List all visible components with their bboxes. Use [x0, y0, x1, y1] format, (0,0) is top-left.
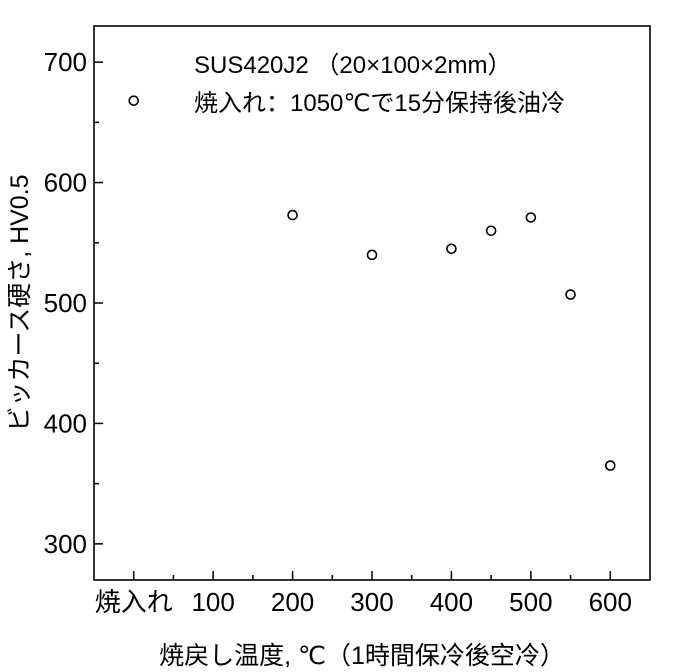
x-tick-label: 500 — [509, 587, 552, 617]
axis-ticks — [94, 61, 612, 580]
y-tick-label: 700 — [44, 47, 87, 77]
data-points — [128, 95, 616, 471]
data-point — [128, 95, 140, 106]
annotation-line-2: 焼入れ：1050℃で15分保持後油冷 — [194, 90, 565, 117]
y-tick-label: 500 — [44, 288, 87, 318]
tick-labels: 焼入れ 100 200 300 400 500 600 300 400 500 600 700 — [44, 47, 632, 617]
data-point — [604, 460, 616, 471]
x-tick-label: 300 — [350, 587, 393, 617]
x-tick-label: 200 — [271, 587, 314, 617]
data-point — [287, 209, 298, 221]
data-point — [446, 243, 457, 255]
data-point — [525, 212, 537, 223]
x-axis-title: 焼戻し温度, ℃（1時間保冷後空冷） — [159, 642, 565, 670]
data-point — [485, 225, 497, 237]
y-axis-title: ビッカース硬さ, HV0.5 — [6, 174, 34, 431]
x-tick-label: 焼入れ — [95, 587, 173, 617]
data-point — [366, 249, 378, 261]
annotation-line-1: SUS420J2 （20×100×2mm） — [194, 52, 512, 79]
x-tick-label: 600 — [589, 587, 632, 617]
x-tick-label: 400 — [430, 587, 473, 617]
x-tick-label: 100 — [191, 587, 234, 617]
data-point — [565, 289, 576, 300]
y-tick-label: 300 — [44, 529, 87, 559]
y-tick-label: 600 — [44, 168, 87, 198]
y-tick-label: 400 — [44, 408, 87, 438]
